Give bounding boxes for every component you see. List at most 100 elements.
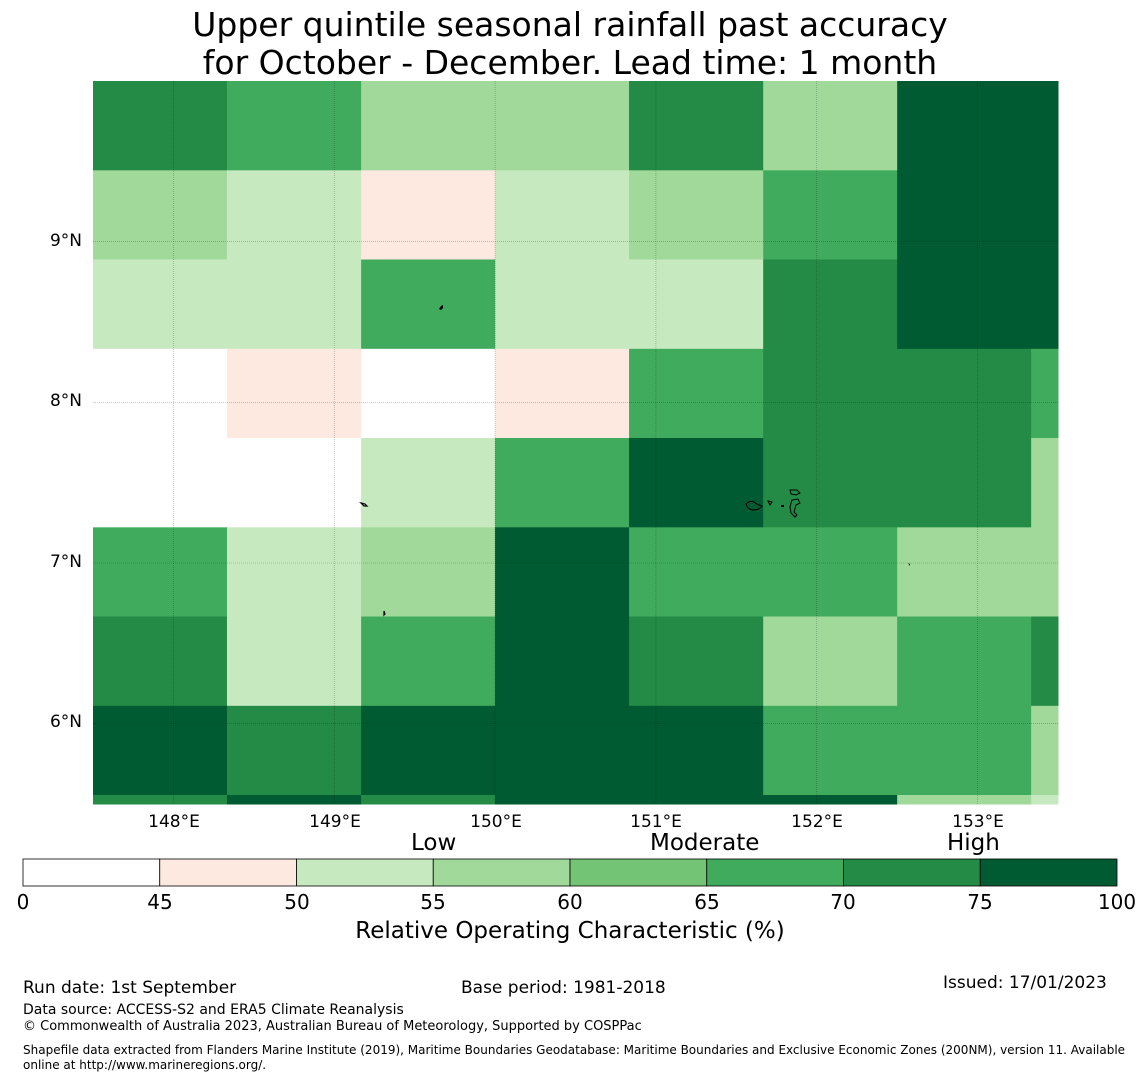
island-outlines: [359, 305, 910, 617]
grid-cell: [361, 438, 496, 528]
grid-cell: [629, 170, 764, 261]
grid-cell: [495, 527, 630, 618]
colorbar-segment: [979, 858, 1118, 887]
lat-label-6n: 6°N: [49, 712, 82, 732]
grid-cell: [897, 81, 1032, 171]
grid-cell: [226, 527, 362, 618]
colorbar-tick: 75: [967, 890, 993, 914]
grid-cell: [361, 795, 496, 805]
grid-cell: [629, 705, 764, 796]
grid-cell: [763, 259, 898, 350]
colorbar-tick: 50: [284, 890, 310, 914]
grid-cell: [361, 81, 496, 171]
graticule: [93, 81, 1058, 804]
island: [383, 610, 386, 617]
grid-cell: [226, 616, 362, 707]
accuracy-grid: [93, 81, 1059, 805]
grid-cell: [93, 259, 228, 350]
grid-cell: [897, 705, 1032, 796]
category-moderate: Moderate: [650, 830, 760, 856]
lon-label-151e: 151°E: [630, 812, 682, 832]
grid-cell: [1031, 170, 1059, 261]
grid-cell: [1031, 259, 1059, 350]
colorbar-segment: [296, 858, 434, 887]
grid-cell: [361, 616, 496, 707]
grid-cell: [495, 170, 630, 261]
colorbar-segment: [22, 858, 161, 887]
lat-label-9n: 9°N: [49, 231, 82, 251]
lon-label-150e: 150°E: [470, 812, 522, 832]
grid-cell: [763, 170, 898, 261]
grid-cell: [1031, 348, 1059, 439]
island: [789, 489, 801, 518]
title-line-1: Upper quintile seasonal rainfall past ac…: [192, 5, 948, 44]
grid-cell: [629, 348, 764, 439]
grid-cell: [93, 705, 228, 796]
grid-cell: [897, 438, 1032, 528]
grid-cell: [93, 527, 228, 618]
grid-cell: [763, 438, 898, 528]
grid-cell: [93, 81, 228, 171]
colorbar-segment: [159, 858, 297, 887]
colorbar-tick: 100: [1097, 890, 1137, 914]
grid-cell: [1031, 81, 1059, 171]
grid-cell: [763, 527, 898, 618]
grid-cell: [361, 348, 496, 439]
grid-cell: [1031, 616, 1059, 707]
base-period: Base period: 1981-2018: [461, 978, 666, 998]
grid-cell: [1031, 795, 1059, 805]
grid-cell: [495, 259, 630, 350]
data-source: Data source: ACCESS-S2 and ERA5 Climate …: [23, 1002, 404, 1018]
colorbar-tick: 55: [420, 890, 446, 914]
grid-cell: [897, 348, 1032, 439]
grid-cell: [629, 438, 764, 528]
grid-cell: [361, 259, 496, 350]
grid-cell: [629, 527, 764, 618]
grid-cell: [361, 705, 496, 796]
copyright: © Commonwealth of Australia 2023, Austra…: [23, 1019, 642, 1034]
colorbar: [22, 858, 1118, 887]
grid-cell: [1031, 438, 1059, 528]
grid-cell: [629, 81, 764, 171]
colorbar-tick: 0: [16, 890, 30, 914]
colorbar-segment: [843, 858, 981, 887]
grid-cell: [226, 348, 362, 439]
grid-cell: [495, 438, 630, 528]
grid-cell: [763, 795, 898, 805]
lon-label-148e: 148°E: [148, 812, 200, 832]
grid-cell: [361, 527, 496, 618]
grid-cell: [897, 616, 1032, 707]
grid-cell: [93, 438, 228, 528]
grid-cell: [495, 795, 630, 805]
island: [359, 501, 369, 507]
lon-label-149e: 149°E: [309, 812, 361, 832]
lon-label-153e: 153°E: [952, 812, 1004, 832]
issued-date: Issued: 17/01/2023: [943, 973, 1107, 993]
grid-cell: [763, 616, 898, 707]
grid-cell: [897, 170, 1032, 261]
run-date: Run date: 1st September: [23, 978, 237, 998]
colorbar-tick: 70: [830, 890, 856, 914]
island: [745, 500, 763, 511]
colorbar-tick: 60: [557, 890, 583, 914]
grid-cell: [897, 259, 1032, 350]
colorbar-segment: [706, 858, 844, 887]
colorbar-tick: 45: [147, 890, 173, 914]
grid-cell: [495, 705, 630, 796]
grid-cell: [763, 348, 898, 439]
map-title: Upper quintile seasonal rainfall past ac…: [0, 6, 1140, 82]
grid-cell: [629, 795, 764, 805]
grid-cell: [629, 616, 764, 707]
grid-cell: [93, 348, 228, 439]
lon-label-152e: 152°E: [791, 812, 843, 832]
island: [767, 500, 773, 506]
grid-cell: [629, 259, 764, 350]
grid-cell: [93, 795, 228, 805]
colorbar-segment: [569, 858, 708, 887]
grid-cell: [226, 438, 362, 528]
grid-cell: [495, 616, 630, 707]
grid-cell: [93, 616, 228, 707]
title-line-2: for October - December. Lead time: 1 mon…: [202, 43, 938, 82]
grid-cell: [897, 527, 1032, 618]
